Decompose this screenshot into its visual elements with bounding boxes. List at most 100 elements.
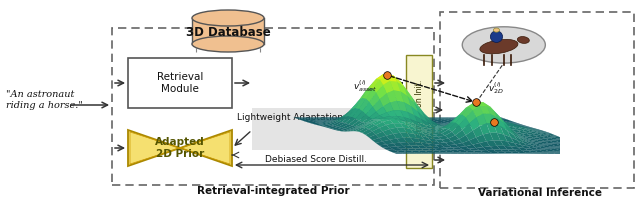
Polygon shape <box>467 123 477 125</box>
Polygon shape <box>453 120 463 121</box>
Polygon shape <box>552 136 563 139</box>
Polygon shape <box>532 129 542 132</box>
Polygon shape <box>380 118 390 119</box>
Polygon shape <box>522 127 532 130</box>
Polygon shape <box>456 115 466 125</box>
Polygon shape <box>317 122 328 123</box>
Polygon shape <box>317 120 328 122</box>
Polygon shape <box>428 122 438 125</box>
Polygon shape <box>383 118 394 119</box>
Ellipse shape <box>517 37 529 43</box>
Polygon shape <box>412 120 422 121</box>
Polygon shape <box>449 127 460 128</box>
Polygon shape <box>363 111 373 116</box>
Polygon shape <box>359 116 370 118</box>
Polygon shape <box>356 111 366 116</box>
Polygon shape <box>490 114 500 122</box>
Polygon shape <box>408 119 418 120</box>
Polygon shape <box>431 129 442 131</box>
Polygon shape <box>455 152 465 154</box>
Polygon shape <box>532 137 542 140</box>
Text: Retrieval-integrated Prior: Retrieval-integrated Prior <box>196 186 349 196</box>
Polygon shape <box>460 118 470 119</box>
Polygon shape <box>429 121 439 122</box>
Polygon shape <box>531 149 541 151</box>
Polygon shape <box>338 123 349 128</box>
Polygon shape <box>580 153 590 154</box>
Polygon shape <box>556 149 566 150</box>
Polygon shape <box>335 117 346 118</box>
Polygon shape <box>400 123 410 129</box>
Polygon shape <box>314 120 324 121</box>
Polygon shape <box>497 122 508 128</box>
Polygon shape <box>504 128 515 132</box>
Polygon shape <box>418 122 428 124</box>
Polygon shape <box>460 123 470 124</box>
Polygon shape <box>394 81 404 93</box>
Polygon shape <box>393 143 403 146</box>
Polygon shape <box>407 133 417 138</box>
Polygon shape <box>484 122 494 123</box>
Polygon shape <box>428 123 438 128</box>
Polygon shape <box>570 144 580 145</box>
Polygon shape <box>456 115 466 123</box>
Polygon shape <box>573 150 583 151</box>
Polygon shape <box>383 99 394 110</box>
Polygon shape <box>484 120 494 121</box>
Polygon shape <box>404 121 415 122</box>
Polygon shape <box>511 130 521 137</box>
Polygon shape <box>362 88 373 99</box>
Polygon shape <box>497 117 508 131</box>
Polygon shape <box>301 120 311 121</box>
Polygon shape <box>449 123 459 132</box>
Polygon shape <box>314 123 324 125</box>
Polygon shape <box>542 143 552 145</box>
Polygon shape <box>418 110 428 119</box>
Polygon shape <box>352 98 362 109</box>
Polygon shape <box>498 124 508 125</box>
Polygon shape <box>373 80 383 93</box>
Polygon shape <box>518 147 528 150</box>
Polygon shape <box>379 145 390 148</box>
Polygon shape <box>435 124 445 125</box>
Polygon shape <box>404 115 415 120</box>
Polygon shape <box>487 123 498 124</box>
Polygon shape <box>363 118 373 119</box>
Polygon shape <box>342 118 353 119</box>
Polygon shape <box>490 133 500 140</box>
Polygon shape <box>476 116 487 123</box>
Polygon shape <box>435 123 445 128</box>
Polygon shape <box>484 121 494 122</box>
Polygon shape <box>498 121 508 122</box>
Polygon shape <box>359 90 369 103</box>
Polygon shape <box>466 145 476 149</box>
Polygon shape <box>473 102 483 103</box>
Polygon shape <box>456 121 467 122</box>
Polygon shape <box>353 116 363 118</box>
Polygon shape <box>386 134 397 140</box>
Polygon shape <box>508 125 518 126</box>
Polygon shape <box>424 130 435 131</box>
Polygon shape <box>456 125 466 128</box>
Polygon shape <box>497 123 508 125</box>
Polygon shape <box>362 122 372 126</box>
Polygon shape <box>383 74 394 76</box>
Polygon shape <box>470 121 481 122</box>
Polygon shape <box>504 124 515 126</box>
Polygon shape <box>352 109 362 119</box>
Polygon shape <box>411 120 422 122</box>
Polygon shape <box>477 121 487 122</box>
Polygon shape <box>518 152 528 154</box>
Polygon shape <box>548 151 559 153</box>
Polygon shape <box>324 125 335 128</box>
Polygon shape <box>380 87 390 99</box>
Polygon shape <box>497 124 508 126</box>
Polygon shape <box>480 120 490 122</box>
Polygon shape <box>545 145 556 146</box>
Polygon shape <box>504 125 515 126</box>
Polygon shape <box>494 120 504 122</box>
Polygon shape <box>413 148 424 150</box>
Polygon shape <box>435 123 445 124</box>
Polygon shape <box>566 145 577 146</box>
Polygon shape <box>425 122 435 124</box>
